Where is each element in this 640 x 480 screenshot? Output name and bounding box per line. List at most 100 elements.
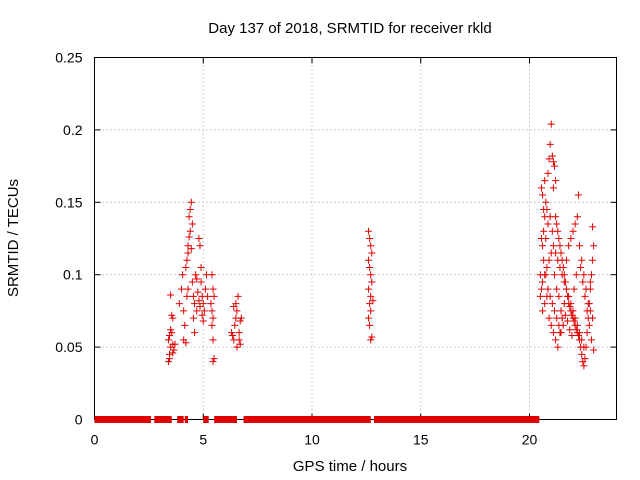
data-point [545,155,553,163]
data-point [185,213,193,221]
data-point [537,235,545,242]
data-point [585,321,593,329]
data-point [368,278,376,286]
data-point [579,278,587,286]
y-tick-label: 0 [75,412,83,428]
data-point [365,314,373,322]
data-point [580,343,588,351]
data-point [200,307,208,315]
data-point [574,191,582,199]
x-axis-label: GPS time / hours [293,458,407,475]
data-point [546,140,554,148]
grid-lines [94,57,617,420]
y-tick-label: 0.1 [63,267,83,283]
data-point [204,292,212,300]
data-point [539,307,547,315]
data-point [540,227,548,235]
data-point [567,235,575,242]
data-point [167,291,175,299]
data-point [234,292,242,300]
data-point [562,285,570,293]
x-tick-label: 20 [522,432,538,448]
data-point [182,263,190,271]
data-point [555,292,563,300]
data-point [196,242,204,250]
data-point [549,158,557,166]
data-point [573,213,581,221]
data-point [558,271,566,279]
data-point [207,300,215,308]
data-point [365,285,373,293]
data-point [229,332,237,340]
data-point [198,311,206,319]
data-point [561,311,569,319]
data-point [167,326,175,334]
data-point [171,340,179,348]
y-tick-label: 0.25 [55,50,82,66]
data-point [547,321,555,329]
data-point [236,317,244,325]
data-point [185,233,193,241]
data-point [178,285,185,293]
data-point [366,300,374,308]
data-point [580,271,588,279]
data-point [539,278,547,286]
data-point [577,263,585,271]
data-point [208,271,216,279]
data-point [188,278,196,286]
x-tick-label: 10 [304,432,320,448]
data-point [549,329,557,337]
data-point [576,242,584,250]
data-point [589,256,597,264]
data-point [228,329,236,337]
data-point [367,242,375,250]
data-point [583,329,591,337]
data-point [236,340,244,348]
data-point [537,285,545,293]
data-point [544,285,552,293]
data-point [184,285,192,293]
data-point [365,227,373,235]
data-point [572,326,580,334]
data-point [209,358,217,366]
data-point [170,346,178,354]
data-point [569,307,577,315]
data-point [235,329,243,337]
data-point [551,162,559,170]
data-point [565,292,573,300]
data-point [578,350,586,358]
data-point [197,278,205,286]
y-tick-label: 0.15 [55,194,82,210]
data-point [194,288,202,296]
data-point [175,300,183,308]
data-point [539,242,547,250]
data-point [541,177,549,185]
data-point [233,343,241,351]
data-point [557,307,565,315]
data-point [540,206,548,214]
data-point [201,285,209,293]
data-point [367,336,375,344]
data-point [554,256,562,264]
data-point [574,332,582,340]
data-point [570,317,578,325]
data-point [180,307,188,315]
data-point [367,271,375,279]
data-point [230,303,238,311]
data-point [197,263,205,271]
data-point [551,307,559,315]
data-point [368,333,376,341]
data-point [184,249,192,257]
data-point [587,271,595,279]
data-point [210,355,218,363]
data-point [231,321,239,329]
data-point [186,206,194,214]
data-point [191,329,199,337]
data-point [369,297,377,305]
data-point [554,343,562,351]
data-point [199,317,207,325]
data-point [368,249,376,257]
data-point [564,317,572,325]
data-point [168,311,176,319]
data-point [549,184,557,192]
